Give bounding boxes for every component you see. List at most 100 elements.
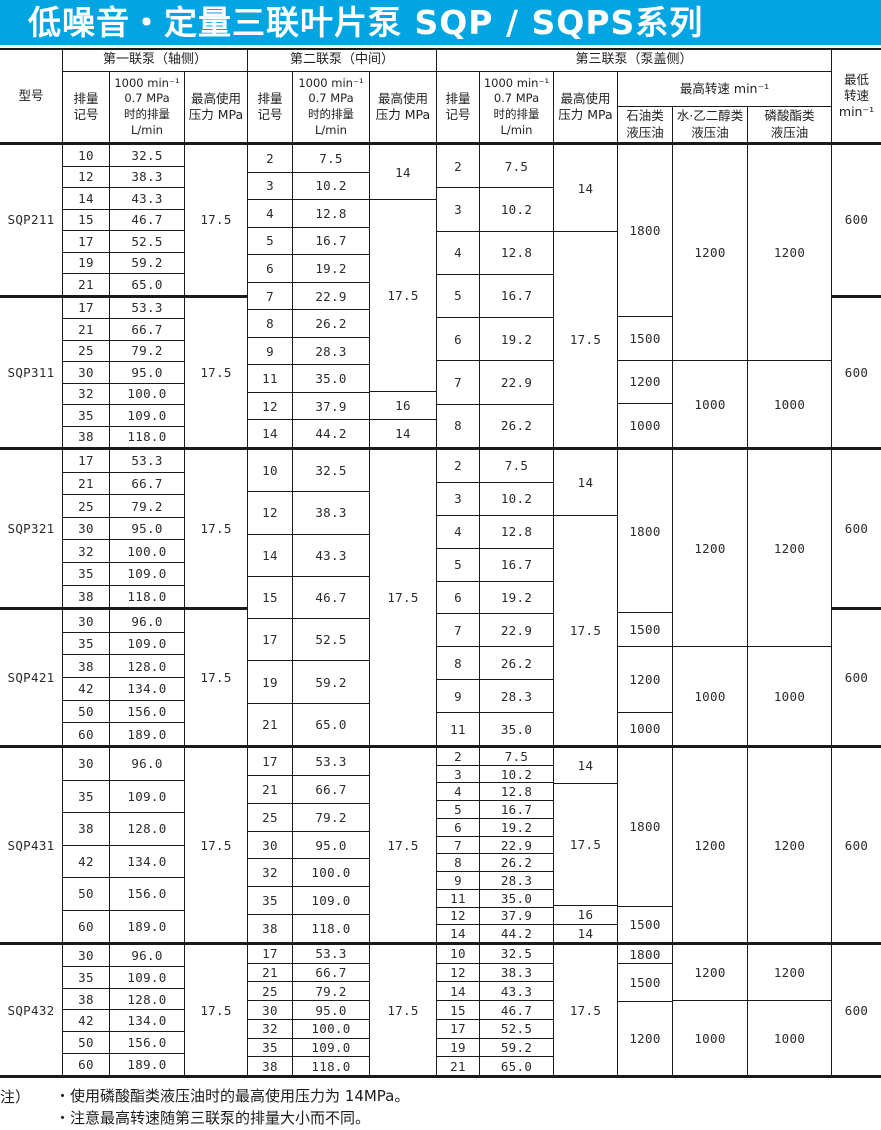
cell-p3-flow: 32.5 <box>480 945 553 964</box>
cell-p2-code: 4 <box>248 200 292 228</box>
column-speed-phosphate: 1200 1000 <box>748 145 832 447</box>
column-p3-code: 10 12 14 15 17 19 21 <box>437 945 480 1075</box>
cell-p3-code: 4 <box>437 232 479 275</box>
cell-p1-code: 32 <box>63 540 109 564</box>
table-block: SQP431 30 35 38 42 50 60 96.0 109.0 128.0 134.0 156… <box>0 748 881 945</box>
cell-p3-flow: 65.0 <box>500 1058 533 1074</box>
cell-p2-flow: 44.2 <box>315 426 347 442</box>
cell-p2-code: 32 <box>248 1020 292 1039</box>
cell-p2-code: 25 <box>248 804 292 832</box>
column-min-speed: 600 600 <box>832 145 881 447</box>
cell-p2-code: 21 <box>262 716 278 732</box>
note-line: ・使用磷酸酯类液压油时的最高使用压力为 14MPa。 <box>55 1087 410 1105</box>
cell-p1-code: 35 <box>63 633 109 656</box>
cell-p3-code: 17 <box>437 1020 479 1039</box>
cell-p2-flow: 43.3 <box>293 535 369 577</box>
cell-p1-flow: 46.7 <box>110 210 184 231</box>
cell-p1-flow: 59.2 <box>110 253 184 274</box>
cell-speed-petroleum: 1000 <box>629 418 661 434</box>
cell-p3-code: 3 <box>437 483 479 516</box>
cell-p3-flow: 7.5 <box>480 450 553 483</box>
column-p2-pressure: 14 17.5 16 14 <box>370 145 437 447</box>
column-p1-code: 30 35 38 42 50 60 <box>63 748 110 942</box>
cell-p3-flow: 16.7 <box>480 801 553 819</box>
cell-p1-code: 17 <box>63 298 109 319</box>
header-p1-max-pressure: 最高使用 压力 MPa <box>185 72 248 142</box>
cell-p3-code: 4 <box>437 783 479 802</box>
cell-p1-flow: 95.0 <box>110 518 184 541</box>
cell-p3-code: 21 <box>450 1058 466 1074</box>
cell-p1-pressure: 17.5 <box>185 450 247 611</box>
cell-p3-code: 5 <box>437 275 479 319</box>
cell-p3-flow: 44.2 <box>500 926 533 942</box>
cell-p3-flow: 26.2 <box>480 854 553 873</box>
cell-speed-water-glycol: 1200 <box>673 145 747 361</box>
cell-p1-flow: 79.2 <box>110 341 184 362</box>
pump-spec-table: 型号 第一联泵（轴侧） 排量 记号 1000 min⁻¹ 0.7 MPa 时的排… <box>0 48 881 1078</box>
column-p3-pressure: 14 17.5 <box>554 145 618 447</box>
cell-p1-flow: 32.5 <box>110 145 184 167</box>
column-p2-flow: 53.3 66.7 79.2 95.0 100.0 109.0 118.0 <box>293 945 370 1075</box>
cell-p3-flow: 28.3 <box>480 680 553 714</box>
cell-p2-flow: 79.2 <box>293 804 369 832</box>
cell-p2-flow: 38.3 <box>293 492 369 535</box>
cell-p3-flow: 22.9 <box>480 614 553 648</box>
cell-p3-flow: 43.3 <box>480 982 553 1002</box>
cell-p3-flow: 26.2 <box>500 418 533 434</box>
cell-p3-flow: 10.2 <box>480 188 553 232</box>
column-p1-flow: 96.0 109.0 128.0 134.0 156.0 189.0 <box>110 945 185 1075</box>
cell-p2-flow: 46.7 <box>293 577 369 620</box>
cell-p3-pressure: 14 <box>554 748 617 784</box>
header-pump1-label: 第一联泵（轴侧） <box>63 50 248 72</box>
cell-speed-water-glycol: 1200 <box>694 837 726 853</box>
title-bar: 低噪音・定量三联叶片泵 SQP / SQPS系列 <box>0 0 881 45</box>
cell-p1-code: 30 <box>63 945 109 967</box>
column-min-speed: 600 <box>832 945 881 1075</box>
cell-p3-code: 11 <box>437 890 479 908</box>
column-p1-pressure: 17.5 17.5 <box>185 450 248 745</box>
cell-p1-flow: 66.7 <box>110 473 184 496</box>
cell-speed-petroleum: 1200 <box>629 1030 661 1046</box>
cell-p2-code: 12 <box>248 393 292 421</box>
cell-speed-petroleum: 1800 <box>618 945 672 965</box>
cell-p1-flow: 79.2 <box>110 495 184 518</box>
cell-p1-flow: 65.0 <box>110 274 184 298</box>
cell-p3-flow: 26.2 <box>480 647 553 681</box>
cell-p3-flow: 19.2 <box>480 819 553 837</box>
cell-p3-flow: 46.7 <box>480 1001 553 1020</box>
cell-p1-code: 42 <box>63 846 109 878</box>
cell-speed-petroleum: 1500 <box>618 317 672 361</box>
cell-p3-flow: 12.8 <box>480 232 553 275</box>
cell-p3-flow: 28.3 <box>480 872 553 890</box>
cell-p1-code: 25 <box>63 495 109 518</box>
cell-p3-flow: 16.7 <box>480 549 553 582</box>
cell-p2-flow: 95.0 <box>293 1001 369 1020</box>
cell-p2-flow: 10.2 <box>293 173 369 201</box>
cell-speed-petroleum: 1500 <box>618 613 672 647</box>
column-p2-flow: 7.5 10.2 12.8 16.7 19.2 22.9 26.2 28.3 35.0 37.9 4… <box>293 145 370 447</box>
header-oil-petroleum: 石油类 液压油 <box>618 107 673 142</box>
cell-p3-code: 11 <box>450 721 466 737</box>
cell-p2-code: 38 <box>262 1058 278 1074</box>
cell-p2-flow: 118.0 <box>311 921 351 937</box>
cell-p3-flow: 10.2 <box>480 483 553 516</box>
cell-p1-code: 35 <box>63 781 109 813</box>
cell-p1-flow: 109.0 <box>110 563 184 586</box>
cell-p2-code: 32 <box>248 859 292 888</box>
cell-p1-code: 30 <box>63 362 109 384</box>
cell-model: SQP321 <box>0 450 62 611</box>
cell-p3-code: 2 <box>437 748 479 766</box>
cell-p1-flow: 100.0 <box>110 540 184 564</box>
cell-speed-phosphate: 1200 <box>748 450 831 647</box>
header-group-pump1: 第一联泵（轴侧） 排量 记号 1000 min⁻¹ 0.7 MPa 时的排量 L… <box>63 50 248 142</box>
cell-p2-pressure: 14 <box>370 145 436 201</box>
column-p2-flow: 32.5 38.3 43.3 46.7 52.5 59.2 65.0 <box>293 450 370 745</box>
cell-p2-flow: 32.5 <box>293 450 369 493</box>
cell-p2-code: 5 <box>248 228 292 256</box>
column-p2-pressure: 17.5 <box>370 945 437 1075</box>
cell-model: SQP431 <box>7 837 55 853</box>
cell-p2-pressure: 17.5 <box>370 200 436 392</box>
cell-p1-flow: 66.7 <box>110 319 184 341</box>
cell-p2-flow: 118.0 <box>311 1058 351 1074</box>
cell-speed-phosphate: 1200 <box>773 837 806 853</box>
